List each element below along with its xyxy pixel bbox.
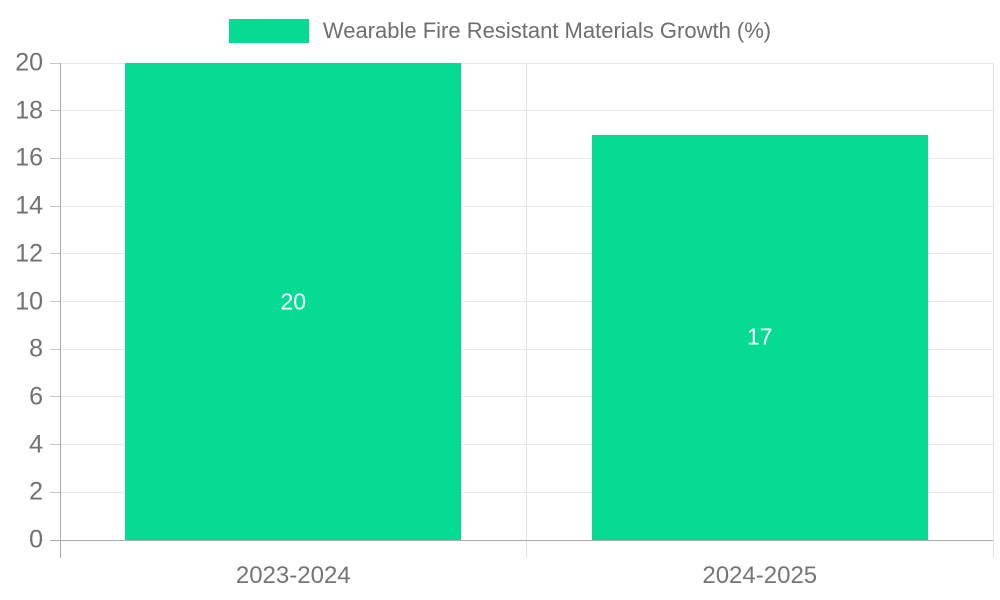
y-tick-mark	[50, 62, 60, 64]
bar[interactable]	[591, 134, 928, 540]
y-tick-label: 6	[29, 382, 43, 411]
y-tick-label: 18	[15, 96, 43, 125]
y-tick-mark	[50, 491, 60, 493]
y-tick-label: 0	[29, 525, 43, 554]
x-axis-line	[50, 539, 993, 541]
y-tick-mark	[50, 110, 60, 112]
bar[interactable]	[125, 63, 462, 540]
legend-label: Wearable Fire Resistant Materials Growth…	[322, 18, 772, 43]
y-axis-line	[59, 63, 61, 558]
y-tick-label: 10	[15, 287, 43, 315]
y-tick-mark	[50, 444, 60, 446]
y-tick-mark	[50, 348, 60, 350]
y-tick-mark	[50, 253, 60, 255]
legend-swatch	[228, 18, 309, 43]
y-tick-mark	[50, 301, 60, 302]
x-axis-label: 2024-2025	[702, 562, 818, 589]
bar-value-label: 20	[280, 288, 307, 314]
y-tick-label: 12	[15, 239, 43, 268]
legend-item[interactable]: Wearable Fire Resistant Materials Growth…	[0, 18, 1000, 43]
y-tick-mark	[50, 157, 60, 159]
y-tick-label: 2	[29, 477, 43, 506]
bar-value-label: 17	[746, 323, 773, 350]
y-tick-label: 20	[15, 48, 43, 77]
x-axis-label: 2023-2024	[235, 562, 351, 589]
y-tick-label: 16	[15, 143, 43, 172]
category-divider	[526, 63, 527, 558]
y-tick-mark	[50, 205, 60, 207]
category-divider	[992, 63, 994, 558]
y-tick-label: 4	[29, 430, 43, 459]
y-tick-label: 8	[29, 334, 43, 363]
y-tick-label: 14	[15, 191, 43, 220]
y-tick-mark	[50, 396, 60, 398]
